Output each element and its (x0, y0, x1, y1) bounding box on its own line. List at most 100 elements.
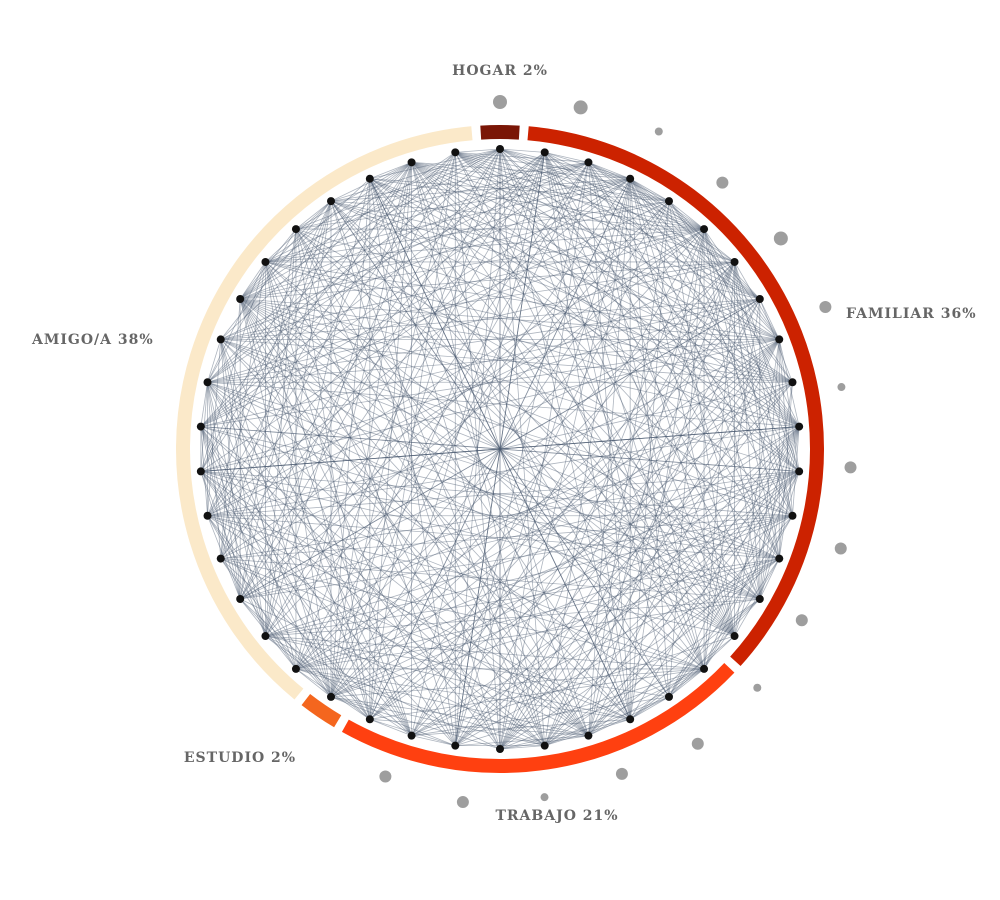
edge (207, 382, 266, 637)
edge (207, 152, 456, 383)
edge (265, 261, 800, 427)
edge (499, 261, 735, 750)
edge (220, 558, 297, 670)
edge (220, 339, 412, 736)
edge (455, 558, 780, 746)
edge (411, 515, 793, 737)
edge (220, 228, 705, 340)
edge (544, 668, 705, 747)
outer-dot (540, 793, 549, 802)
edge (544, 152, 780, 559)
node (291, 664, 300, 673)
edge (207, 515, 297, 670)
edge (411, 162, 705, 670)
edge (265, 261, 501, 750)
edge (411, 162, 546, 746)
label-trabajo: TRABAJO 21% (495, 808, 618, 824)
edge (588, 162, 793, 516)
edge (455, 151, 589, 163)
edge (778, 339, 793, 516)
edge (295, 162, 589, 670)
edge (295, 598, 760, 670)
edge (588, 261, 735, 736)
category-labels: HOGAR 2% FAMILIAR 36% TRABAJO 21% ESTUDI… (31, 63, 976, 824)
edge (330, 261, 735, 698)
edge (411, 261, 735, 736)
edge (220, 515, 793, 560)
edge (239, 229, 297, 600)
node (730, 257, 739, 266)
edge (330, 471, 800, 698)
edge (499, 148, 670, 202)
edge (200, 148, 501, 427)
edge (330, 200, 705, 230)
edge (330, 148, 501, 202)
outer-dot (654, 127, 663, 136)
outer-dot (573, 100, 588, 115)
outer-dot (716, 176, 729, 189)
edge (455, 426, 800, 746)
edge (265, 200, 670, 263)
node (327, 692, 336, 701)
ring-segment-hogar (480, 125, 520, 140)
edge (239, 298, 589, 736)
edge (207, 200, 332, 516)
edge (207, 152, 545, 383)
edge (220, 200, 332, 340)
edge (240, 339, 780, 600)
edge (200, 471, 705, 670)
edge (629, 635, 735, 720)
node (407, 731, 416, 740)
edge (265, 261, 589, 736)
edge (499, 148, 705, 230)
edge (295, 228, 456, 746)
edge (455, 152, 800, 472)
node (540, 148, 549, 157)
edge (220, 162, 412, 340)
edge (220, 339, 241, 600)
edge (330, 201, 501, 750)
edge (207, 382, 222, 559)
node (755, 295, 764, 303)
edge (411, 558, 780, 737)
edge (668, 200, 705, 230)
edge (295, 228, 589, 736)
edge (411, 228, 705, 736)
edge (295, 178, 631, 230)
outer-dot (456, 796, 469, 809)
edge (369, 178, 631, 720)
edge (239, 298, 705, 670)
edge (369, 178, 761, 600)
node (216, 335, 225, 344)
edge (200, 152, 545, 427)
edge (220, 558, 332, 698)
edge (455, 151, 735, 263)
edge (330, 696, 456, 747)
edge (239, 298, 456, 746)
edge (455, 151, 631, 180)
edge (544, 598, 761, 746)
edge (200, 426, 800, 472)
edge (239, 598, 371, 720)
edge (220, 201, 332, 559)
edge (295, 228, 761, 600)
edge (239, 152, 546, 600)
edge (265, 261, 780, 340)
edge (734, 261, 793, 516)
edge (220, 178, 631, 340)
edge (220, 339, 631, 720)
node (700, 225, 709, 234)
edge (369, 668, 705, 720)
edge (330, 200, 735, 637)
outer-dot (844, 461, 857, 474)
edge (454, 152, 501, 750)
edge (200, 426, 332, 698)
edge (629, 178, 780, 559)
edge (369, 178, 793, 383)
edge (778, 426, 800, 559)
edge (544, 261, 735, 746)
edge (295, 668, 332, 698)
edge (265, 161, 412, 263)
edge (369, 178, 735, 637)
